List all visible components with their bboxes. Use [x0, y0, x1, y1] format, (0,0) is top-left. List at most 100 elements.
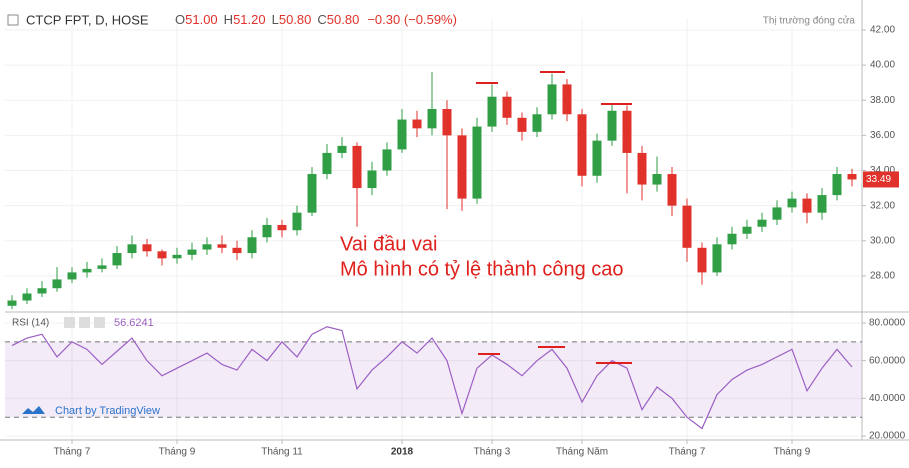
- ohlc-label: O: [175, 12, 185, 27]
- candle-body: [502, 96, 512, 118]
- y-tick-label: 36.00: [870, 130, 895, 141]
- candle-body: [397, 119, 407, 150]
- ohlc-label: L: [272, 12, 279, 27]
- x-tick-label: Tháng 7: [54, 447, 91, 458]
- candle-body: [352, 145, 362, 189]
- candle-body: [562, 84, 572, 115]
- x-tick-label: Tháng 7: [669, 447, 706, 458]
- x-tick-label: Tháng 11: [261, 447, 303, 458]
- candle-body: [442, 109, 452, 136]
- button[interactable]: [79, 317, 90, 328]
- candle-body: [817, 195, 827, 213]
- y-tick-label: 42.00: [870, 25, 895, 36]
- y-tick-label: 32.00: [870, 200, 895, 211]
- last-price: 33.49: [866, 174, 891, 185]
- candle-body: [187, 249, 197, 255]
- candle-body: [532, 114, 542, 132]
- candle-body: [427, 109, 437, 129]
- candle-body: [832, 174, 842, 196]
- rsi-value: 56.6241: [114, 317, 154, 329]
- candle-body: [52, 279, 62, 289]
- y-tick-label: 40.0000: [869, 393, 906, 404]
- candle-body: [22, 293, 32, 301]
- candle-body: [97, 265, 107, 269]
- candle-body: [112, 253, 122, 266]
- candle-body: [382, 149, 392, 171]
- candle-body: [292, 212, 302, 231]
- tradingview-logo: [22, 406, 45, 414]
- candle-body: [847, 174, 857, 180]
- candle-body: [547, 84, 557, 115]
- candle-body: [667, 174, 677, 206]
- candle-body: [772, 207, 782, 220]
- candle-body: [217, 244, 227, 248]
- candle-body: [127, 244, 137, 254]
- y-tick-label: 60.0000: [869, 355, 906, 366]
- candle-body: [592, 140, 602, 176]
- rsi-name: RSI (14): [12, 318, 49, 329]
- candle-body: [7, 300, 17, 306]
- rsi-line: [11, 326, 853, 430]
- candle-body: [487, 96, 497, 127]
- market-status: Thị trường đóng cửa: [763, 15, 856, 27]
- candle-body: [412, 119, 422, 129]
- button[interactable]: [64, 317, 75, 328]
- candle-body: [337, 145, 347, 153]
- candle-body: [727, 233, 737, 245]
- candle-body: [652, 174, 662, 185]
- symbol: CTCP FPT, D, HOSE: [26, 12, 149, 27]
- y-tick-label: 34.00: [870, 165, 895, 176]
- plot: [5, 72, 862, 430]
- ohlc-header: O51.00 H51.20 L50.80 C50.80 −0.30 (−0.59%): [175, 12, 457, 27]
- shoulder-marks: [476, 71, 632, 364]
- collapse-button[interactable]: [7, 14, 19, 26]
- candle-body: [142, 244, 152, 252]
- indicator-buttons: [64, 317, 105, 328]
- annotation: Vai đầu vai: [340, 233, 437, 255]
- y-tick-label: 80.0000: [869, 318, 906, 329]
- candle-body: [307, 174, 317, 213]
- x-tick-label: 2018: [391, 447, 414, 458]
- ohlc-value: 51.20: [233, 12, 266, 27]
- candle-body: [757, 219, 767, 227]
- button[interactable]: [94, 317, 105, 328]
- rsi-band-fill: [5, 341, 862, 418]
- candle-body: [637, 152, 647, 185]
- candle-body: [37, 288, 47, 294]
- candle-body: [712, 244, 722, 273]
- change: −0.30 (−0.59%): [367, 12, 457, 27]
- last-price-tag: [863, 171, 899, 188]
- ohlc-value: 50.80: [279, 12, 312, 27]
- y-tick-label: 30.00: [870, 235, 895, 246]
- x-tick-label: Tháng 3: [474, 447, 511, 458]
- candle-body: [682, 205, 692, 248]
- y-tick-label: 40.00: [870, 60, 895, 71]
- candle-body: [232, 247, 242, 254]
- watermark[interactable]: Chart by TradingView: [55, 405, 160, 417]
- candle-body: [67, 272, 77, 280]
- candle-body: [787, 198, 797, 208]
- ohlc-label: C: [317, 12, 326, 27]
- candle-body: [157, 251, 167, 259]
- y-tick-label: 28.00: [870, 271, 895, 282]
- y-tick-label: 38.00: [870, 95, 895, 106]
- candle-body: [607, 110, 617, 141]
- x-tick-label: Tháng 9: [159, 447, 196, 458]
- candle-body: [472, 126, 482, 199]
- candle-body: [367, 170, 377, 189]
- x-tick-label: Tháng Năm: [556, 447, 608, 458]
- candle-body: [517, 117, 527, 132]
- candle-body: [262, 224, 272, 238]
- candle-body: [802, 198, 812, 213]
- candle-body: [577, 114, 587, 176]
- candle-body: [277, 224, 287, 231]
- y-tick-label: 20.0000: [869, 431, 906, 442]
- ohlc-value: 51.00: [185, 12, 218, 27]
- candle-body: [742, 226, 752, 234]
- ohlc-label: H: [224, 12, 233, 27]
- candle-body: [172, 254, 182, 259]
- candle-body: [697, 247, 707, 273]
- candle-body: [202, 244, 212, 250]
